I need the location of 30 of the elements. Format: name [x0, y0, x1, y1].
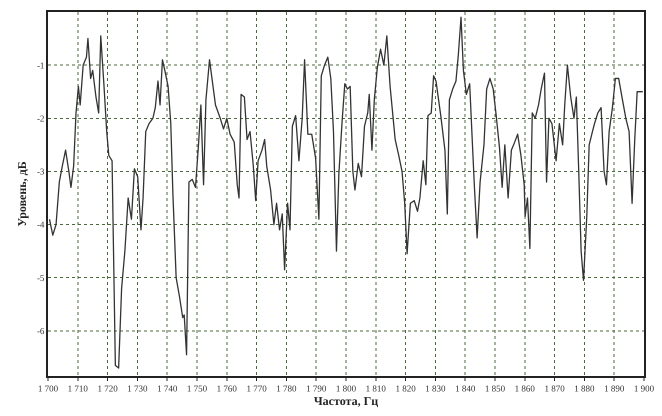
- y-axis-title: Уровень, дБ: [14, 161, 29, 227]
- x-tick-label: 1 890: [604, 384, 625, 394]
- x-tick-label: 1 780: [276, 384, 298, 394]
- y-tick-label: -5: [36, 272, 45, 283]
- x-tick-label: 1 810: [366, 384, 386, 394]
- x-tick-label: 1 870: [544, 384, 566, 394]
- y-tick-label: -3: [36, 166, 45, 177]
- x-tick-label: 1 760: [216, 384, 238, 394]
- x-tick-label: 1 900: [634, 384, 655, 394]
- y-tick-label: -1: [36, 60, 44, 70]
- x-tick-label: 1 770: [246, 384, 268, 394]
- x-tick-label: 1 880: [574, 384, 596, 394]
- x-tick-label: 1 720: [97, 384, 118, 394]
- x-tick-label: 1 850: [484, 384, 506, 394]
- x-tick-label: 1 830: [425, 384, 446, 394]
- x-tick-label: 1 700: [38, 384, 59, 394]
- y-tick-label: -4: [36, 220, 45, 230]
- x-tick-label: 1 740: [157, 384, 178, 394]
- x-tick-label: 1 730: [127, 384, 148, 394]
- x-tick-label: 1 750: [186, 384, 208, 394]
- x-axis-title: Частота, Гц: [314, 394, 378, 408]
- y-tick-label: -2: [36, 113, 44, 124]
- x-tick-label: 1 710: [68, 384, 88, 394]
- y-tick-label: -6: [36, 326, 45, 336]
- x-tick-label: 1 800: [336, 384, 357, 394]
- x-tick-label: 1 790: [306, 384, 327, 394]
- x-tick-label: 1 840: [455, 384, 476, 394]
- x-tick-label: 1 820: [395, 384, 416, 394]
- x-tick-label: 1 860: [514, 384, 536, 394]
- line-series: [48, 16, 644, 369]
